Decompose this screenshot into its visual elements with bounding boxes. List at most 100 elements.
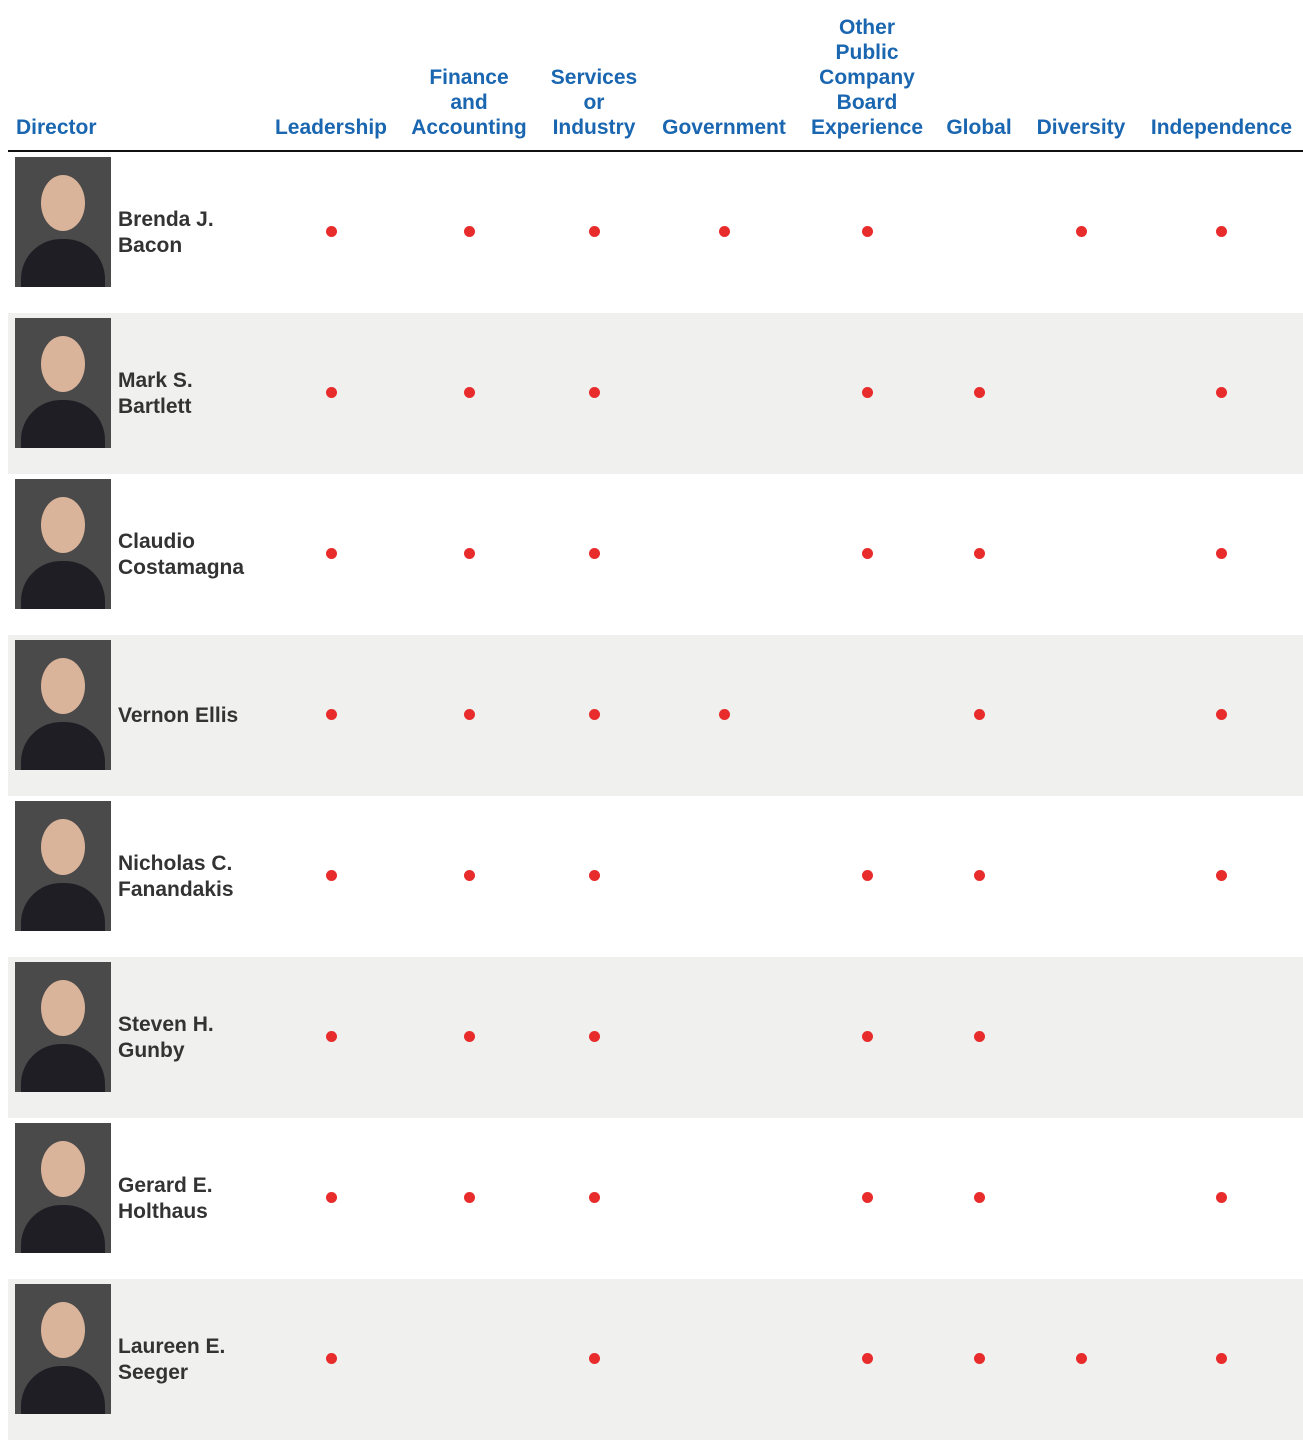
skill-cell <box>1140 474 1303 635</box>
skill-dot <box>862 1353 873 1364</box>
skill-dot <box>1216 226 1227 237</box>
skill-dot <box>589 387 600 398</box>
skill-cell <box>538 313 650 474</box>
skill-dot <box>719 709 730 720</box>
skill-dot <box>974 1031 985 1042</box>
director: Nicholas C. Fanandakis <box>8 823 262 931</box>
column-header: Diversity <box>1022 0 1140 151</box>
photo-head <box>41 980 85 1036</box>
skill-dot <box>862 226 873 237</box>
column-header: Government <box>650 0 798 151</box>
skill-dot <box>974 1192 985 1203</box>
photo-body <box>21 561 105 609</box>
column-label: Independence <box>1151 115 1292 140</box>
column-label: Services or Industry <box>551 65 637 140</box>
skill-cell <box>1140 313 1303 474</box>
skill-cell <box>1140 635 1303 796</box>
skill-cell <box>936 796 1022 957</box>
skill-cell <box>400 635 538 796</box>
skill-cell <box>650 1279 798 1440</box>
skill-dot <box>1216 387 1227 398</box>
director-cell: Laureen E. Seeger <box>8 1279 262 1440</box>
director: Brenda J. Bacon <box>8 179 262 287</box>
director-cell: Steven H. Gunby <box>8 957 262 1118</box>
skill-dot <box>1076 1353 1087 1364</box>
skill-dot <box>862 870 873 881</box>
director-name: Vernon Ellis <box>118 703 258 729</box>
photo <box>15 640 111 770</box>
skill-cell <box>1022 474 1140 635</box>
skill-dot <box>1076 226 1087 237</box>
skill-dot <box>326 1353 337 1364</box>
skill-dot <box>326 709 337 720</box>
skill-cell <box>262 474 400 635</box>
skill-dot <box>589 1353 600 1364</box>
photo-head <box>41 1141 85 1197</box>
director-name: Claudio Costamagna <box>118 529 258 581</box>
skill-cell <box>936 474 1022 635</box>
skill-cell <box>1022 957 1140 1118</box>
column-label: Government <box>662 115 786 140</box>
skill-cell <box>538 1118 650 1279</box>
skill-cell <box>538 635 650 796</box>
page: DirectorLeadershipFinance and Accounting… <box>0 0 1303 1443</box>
director-row: Laureen E. Seeger <box>8 1279 1303 1440</box>
skill-cell <box>650 796 798 957</box>
column-label: Finance and Accounting <box>411 65 526 140</box>
skill-cell <box>936 957 1022 1118</box>
skill-cell <box>1022 151 1140 313</box>
skill-cell <box>1140 957 1303 1118</box>
skill-cell <box>798 1279 936 1440</box>
column-label: Other Public Company Board Experience <box>811 15 923 140</box>
skill-cell <box>400 957 538 1118</box>
photo-body <box>21 239 105 287</box>
column-header: Services or Industry <box>538 0 650 151</box>
skill-cell <box>538 151 650 313</box>
skill-cell <box>262 635 400 796</box>
skill-cell <box>798 151 936 313</box>
skill-dot <box>464 1192 475 1203</box>
photo-head <box>41 336 85 392</box>
skill-cell <box>400 151 538 313</box>
director-cell: Mark S. Bartlett <box>8 313 262 474</box>
skill-cell <box>798 1118 936 1279</box>
photo-head <box>41 175 85 231</box>
skill-cell <box>650 957 798 1118</box>
skill-cell <box>936 313 1022 474</box>
skill-dot <box>862 1192 873 1203</box>
skill-cell <box>650 474 798 635</box>
photo <box>15 157 111 287</box>
column-label: Director <box>16 116 97 139</box>
skill-cell <box>400 796 538 957</box>
column-header: Director <box>8 0 262 151</box>
skill-dot <box>719 226 730 237</box>
skill-dot <box>464 548 475 559</box>
skill-cell <box>538 957 650 1118</box>
director-name: Mark S. Bartlett <box>118 368 258 420</box>
skill-cell <box>798 796 936 957</box>
skill-dot <box>589 870 600 881</box>
skill-cell <box>798 957 936 1118</box>
skill-dot <box>1216 548 1227 559</box>
director-row: Brenda J. Bacon <box>8 151 1303 313</box>
skill-cell <box>798 313 936 474</box>
director-cell: Gerard E. Holthaus <box>8 1118 262 1279</box>
skill-dot <box>326 870 337 881</box>
photo <box>15 962 111 1092</box>
skill-cell <box>1140 1279 1303 1440</box>
skill-dot <box>326 226 337 237</box>
photo-head <box>41 819 85 875</box>
skill-dot <box>974 548 985 559</box>
skill-dot <box>974 387 985 398</box>
skill-dot <box>464 1031 475 1042</box>
photo-head <box>41 658 85 714</box>
director-cell: Nicholas C. Fanandakis <box>8 796 262 957</box>
skill-dot <box>464 226 475 237</box>
skill-cell <box>650 635 798 796</box>
skill-dot <box>974 1353 985 1364</box>
photo-body <box>21 722 105 770</box>
skill-dot <box>1216 1353 1227 1364</box>
skill-cell <box>400 1279 538 1440</box>
director-row: Nicholas C. Fanandakis <box>8 796 1303 957</box>
